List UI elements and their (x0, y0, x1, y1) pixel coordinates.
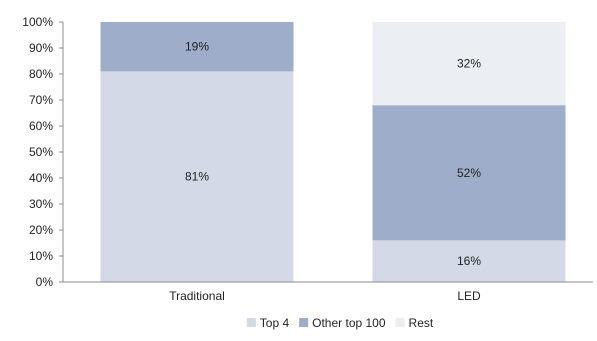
y-tick-label: 10% (29, 249, 53, 263)
x-tick-label: LED (457, 289, 481, 303)
bar-segment (372, 105, 566, 241)
y-tick-label: 60% (29, 119, 53, 133)
y-tick-label: 0% (36, 275, 54, 289)
y-axis: 0% 10% 20% 30% 40% 50% 60% 70% 80% 90% 100% (22, 15, 64, 289)
legend-swatch (299, 318, 309, 327)
y-tick-label: 100% (22, 15, 53, 29)
bar-segment (372, 22, 566, 106)
data-label: 81% (185, 170, 209, 184)
bars-layer: 81% 19% 16% 52% 32% (100, 22, 566, 283)
legend-label: Top 4 (260, 316, 290, 330)
bar-segment (100, 71, 294, 283)
y-tick-label: 50% (29, 145, 53, 159)
legend-swatch (395, 318, 405, 327)
data-label: 32% (457, 57, 481, 71)
y-tick-label: 90% (29, 41, 53, 55)
data-label: 19% (185, 40, 209, 54)
legend-swatch (246, 318, 256, 327)
legend: Top 4 Other top 100 Rest (246, 316, 434, 330)
bar-segment (100, 22, 294, 72)
x-axis: Traditional LED (63, 281, 593, 303)
x-tick-label: Traditional (169, 289, 225, 303)
y-tick-label: 30% (29, 197, 53, 211)
data-label: 16% (457, 254, 481, 268)
y-tick-label: 70% (29, 93, 53, 107)
bar-segment (372, 240, 566, 282)
legend-label: Rest (409, 316, 434, 330)
legend-label: Other top 100 (312, 316, 386, 330)
y-tick-label: 20% (29, 223, 53, 237)
data-label: 52% (457, 166, 481, 180)
y-tick-label: 80% (29, 67, 53, 81)
y-tick-label: 40% (29, 171, 53, 185)
